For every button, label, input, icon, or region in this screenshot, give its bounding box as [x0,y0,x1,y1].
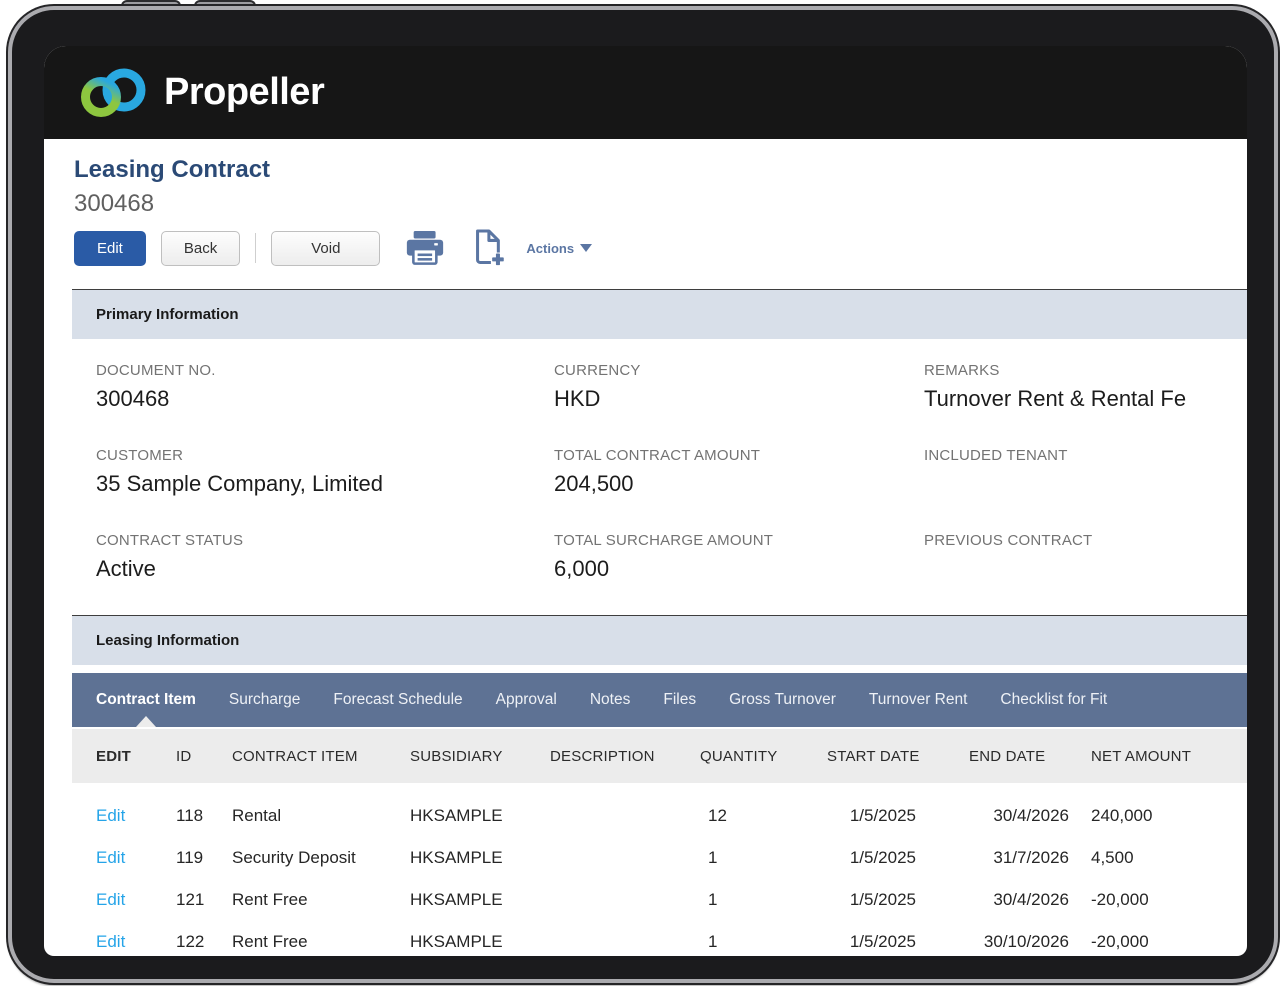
toolbar: Edit Back Void [74,229,1247,267]
actions-menu[interactable]: Actions [526,240,593,256]
field-previous-contract: PREVIOUS CONTRACT [924,532,1093,549]
tab-files[interactable]: Files [663,691,697,708]
brand-name: Propeller [164,71,325,113]
void-button[interactable]: Void [271,230,381,266]
cell-id: 122 [176,932,205,951]
cell-end-date: 31/7/2026 [993,848,1069,867]
cell-quantity: 12 [708,806,727,825]
column-header-end-date: END DATE [969,747,1046,765]
column-header-net-amount: NET AMOUNT [1091,747,1192,765]
field-currency: CURRENCY HKD [554,362,641,411]
cell-start-date: 1/5/2025 [849,932,916,951]
new-document-icon[interactable] [470,229,505,267]
cell-quantity: 1 [708,932,718,951]
cell-id: 119 [176,848,204,867]
cell-net-amount: 4,500 [1091,848,1134,867]
tab-contract-item[interactable]: Contract Item [96,673,196,727]
tab-surcharge[interactable]: Surcharge [228,691,301,708]
column-header-quantity: QUANTITY [700,747,778,765]
cell-contract-item: Security Deposit [232,848,356,867]
field-included-tenant: INCLUDED TENANT [924,447,1068,464]
cell-contract-item: Rent Free [232,932,308,951]
field-total-surcharge-amount: TOTAL SURCHARGE AMOUNT 6,000 [554,532,774,581]
tab-checklist-for-fit[interactable]: Checklist for Fit [1000,691,1108,708]
propeller-logo: Propeller [77,65,325,121]
column-header-description: DESCRIPTION [550,747,655,765]
row-edit-link[interactable]: Edit [96,806,126,825]
contract-item-table: Edit 118 Rental HKSAMPLE 12 1/5/2025 30/… [72,795,1247,956]
section-header-leasing-information: Leasing Information [72,615,1247,665]
column-header-subsidiary: SUBSIDIARY [410,747,503,765]
tab-forecast-schedule[interactable]: Forecast Schedule [333,691,463,708]
cell-id: 118 [176,806,204,825]
app-header: Propeller [44,46,1247,139]
chevron-down-icon [580,244,593,252]
tab-gross-turnover[interactable]: Gross Turnover [729,691,836,708]
cell-subsidiary: HKSAMPLE [410,848,503,867]
print-icon[interactable] [406,231,444,265]
section-title: Primary Information [96,306,239,323]
table-row: Edit 121 Rent Free HKSAMPLE 1 1/5/2025 3… [72,879,1247,921]
page-title: Leasing Contract [74,156,271,183]
field-document-no: DOCUMENT NO. 300468 [96,362,216,411]
actions-label: Actions [526,240,575,256]
cell-end-date: 30/4/2026 [993,890,1069,909]
propeller-logo-icon [81,68,146,117]
column-header-id: ID [176,747,192,765]
back-button[interactable]: Back [160,230,241,266]
row-edit-link[interactable]: Edit [96,890,126,909]
toolbar-divider [255,233,257,263]
table-row: Edit 119 Security Deposit HKSAMPLE 1 1/5… [72,837,1247,879]
cell-subsidiary: HKSAMPLE [410,806,503,825]
cell-contract-item: Rental [232,806,282,825]
table-header-row: EDIT ID CONTRACT ITEM SUBSIDIARY DESCRIP… [72,729,1247,783]
cell-start-date: 1/5/2025 [849,890,916,909]
column-header-start-date: START DATE [827,747,920,765]
cell-net-amount: -20,000 [1091,932,1149,951]
cell-quantity: 1 [708,848,718,867]
cell-start-date: 1/5/2025 [849,848,916,867]
cell-end-date: 30/4/2026 [993,806,1069,825]
tab-approval[interactable]: Approval [495,691,557,708]
row-edit-link[interactable]: Edit [96,848,126,867]
tablet-bezel: Propeller Leasing Contract 300468 Edit B… [8,6,1278,983]
cell-contract-item: Rent Free [232,890,308,909]
table-row: Edit 118 Rental HKSAMPLE 12 1/5/2025 30/… [72,795,1247,837]
cell-subsidiary: HKSAMPLE [410,932,503,951]
tab-turnover-rent[interactable]: Turnover Rent [868,691,968,708]
field-total-contract-amount: TOTAL CONTRACT AMOUNT 204,500 [554,447,761,496]
subtab-bar: Contract Item Surcharge Forecast Schedul… [72,673,1247,727]
column-header-edit: EDIT [96,747,131,765]
document-number: 300468 [74,190,155,217]
cell-subsidiary: HKSAMPLE [410,890,503,909]
cell-net-amount: 240,000 [1091,806,1153,825]
cell-id: 121 [176,890,205,909]
field-remarks: REMARKS Turnover Rent & Rental Fe [924,362,1187,411]
tab-notes[interactable]: Notes [589,691,631,708]
screen: Propeller Leasing Contract 300468 Edit B… [44,46,1247,956]
cell-end-date: 30/10/2026 [983,932,1069,951]
edit-button[interactable]: Edit [74,230,146,266]
cell-start-date: 1/5/2025 [849,806,916,825]
section-title: Leasing Information [96,632,240,649]
row-edit-link[interactable]: Edit [96,932,126,951]
cell-net-amount: -20,000 [1091,890,1149,909]
primary-information-fields: DOCUMENT NO. 300468 CURRENCY HKD REMARKS… [72,339,1247,591]
table-row: Edit 122 Rent Free HKSAMPLE 1 1/5/2025 3… [72,921,1247,956]
field-contract-status: CONTRACT STATUS Active [96,532,244,581]
field-customer: CUSTOMER 35 Sample Company, Limited [96,447,383,496]
section-header-primary-information: Primary Information [72,289,1247,339]
cell-quantity: 1 [708,890,718,909]
column-header-contract-item: CONTRACT ITEM [232,747,358,765]
